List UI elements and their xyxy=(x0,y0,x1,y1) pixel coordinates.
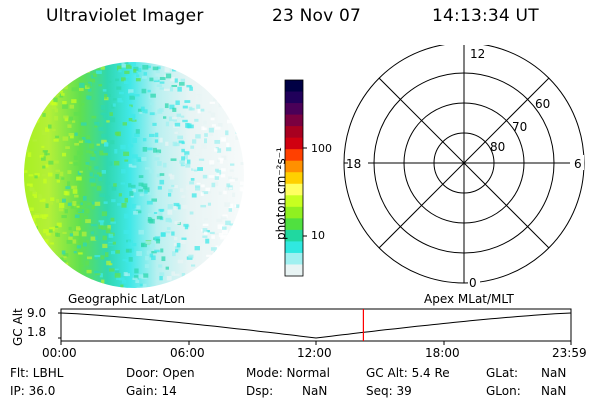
dsp-label: Dsp: xyxy=(246,384,274,398)
glon-label: GLon: xyxy=(486,384,521,398)
colorbar-band xyxy=(285,80,303,93)
glat-label: GLat: xyxy=(486,366,519,380)
polar-ring-label-80: 80 xyxy=(490,140,506,154)
colorbar-band xyxy=(285,103,303,116)
polar-ring-label-70: 70 xyxy=(512,120,528,134)
gc-alt-tick-max: 9.0 xyxy=(27,306,47,320)
time-axis-ticks xyxy=(60,341,572,345)
colorbar-band xyxy=(285,241,303,254)
polar-diagonal-2 xyxy=(378,77,550,249)
dsp-value: NaN xyxy=(302,384,328,398)
time-tick-1800: 18:00 xyxy=(425,346,460,360)
colorbar-band xyxy=(285,206,303,219)
colorbar-bands xyxy=(285,80,303,277)
sequence-readout: Seq: 39 xyxy=(366,384,412,398)
colorbar-band xyxy=(285,183,303,196)
instrument-title: Ultraviolet Imager xyxy=(46,6,204,26)
polar-label-6: 6 xyxy=(574,157,582,171)
time-tick-0600: 06:00 xyxy=(170,346,205,360)
colorbar-band xyxy=(285,149,303,162)
gc-alt-axis-label: GC Alt xyxy=(11,308,25,346)
colorbar-unit-label: photon cm⁻²s⁻¹ xyxy=(274,147,288,240)
gc-altitude-curve xyxy=(60,312,572,339)
polar-label-18: 18 xyxy=(346,157,362,171)
colorbar-band xyxy=(285,195,303,208)
altitude-plot xyxy=(58,308,572,345)
colorbar-tick-100: 100 xyxy=(311,142,332,155)
gc-alt-readout: GC Alt: 5.4 Re xyxy=(366,366,450,380)
colorbar-band xyxy=(285,264,303,277)
colorbar-band xyxy=(285,218,303,231)
auroral-image xyxy=(24,62,244,288)
colorbar-band xyxy=(285,114,303,127)
observation-time: 14:13:34 UT xyxy=(432,6,539,26)
time-tick-1200: 12:00 xyxy=(297,346,332,360)
colorbar-band xyxy=(285,229,303,242)
polar-ring-label-60: 60 xyxy=(535,97,551,111)
polar-label-0: 0 xyxy=(469,276,477,290)
gc-alt-tick-min: 1.8 xyxy=(27,325,47,339)
colorbar-band xyxy=(285,91,303,104)
mode-readout: Mode: Normal xyxy=(246,366,330,380)
polar-label-12: 12 xyxy=(470,47,486,61)
colorbar-band xyxy=(285,137,303,150)
colorbar-tick-10: 10 xyxy=(311,229,325,242)
gain-readout: Gain: 14 xyxy=(126,384,177,398)
apex-mlat-mlt-label: Apex MLat/MLT xyxy=(424,292,514,306)
colorbar xyxy=(284,79,307,277)
time-tick-0000: 00:00 xyxy=(42,346,77,360)
colorbar-band xyxy=(285,160,303,173)
glat-value: NaN xyxy=(541,366,567,380)
geographic-latlon-label: Geographic Lat/Lon xyxy=(68,292,186,306)
colorbar-band xyxy=(285,172,303,185)
filter-readout: Flt: LBHL xyxy=(10,366,64,380)
colorbar-band xyxy=(285,126,303,139)
ip-readout: IP: 36.0 xyxy=(10,384,56,398)
time-tick-2359: 23:59 xyxy=(552,346,587,360)
polar-grid xyxy=(343,45,585,289)
colorbar-band xyxy=(285,252,303,265)
glon-value: NaN xyxy=(541,384,567,398)
observation-date: 23 Nov 07 xyxy=(272,6,362,26)
door-readout: Door: Open xyxy=(126,366,195,380)
